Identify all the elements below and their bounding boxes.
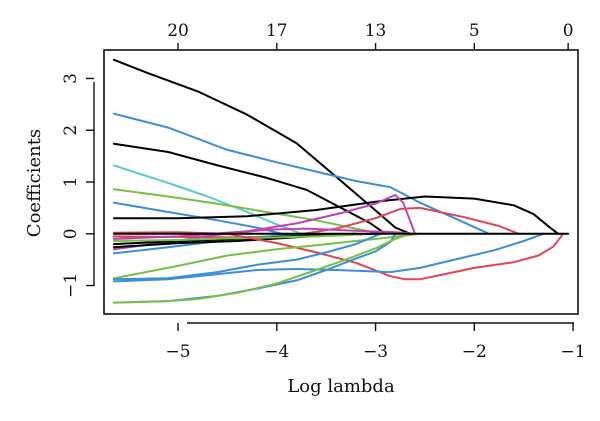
coefficient-path-1 — [112, 58, 412, 235]
coefficient-path-2 — [112, 112, 491, 235]
coefficient-path-15 — [112, 231, 565, 281]
top-axis-ticks: 20 17 13 5 0 — [167, 21, 574, 50]
coefficient-path-20 — [112, 232, 412, 304]
coefficient-path-14 — [112, 232, 367, 242]
coefficient-path-5 — [112, 188, 382, 235]
x-tick-label: −4 — [264, 342, 289, 362]
coefficient-path-16 — [112, 232, 545, 283]
top-tick-label: 0 — [563, 21, 574, 41]
top-tick-label: 5 — [469, 21, 480, 41]
top-tick-label: 13 — [365, 21, 387, 41]
x-axis-ticks: −5 −4 −3 −2 −1 — [166, 323, 586, 362]
coefficient-path-8 — [112, 206, 520, 239]
coefficient-path-18 — [112, 232, 382, 281]
x-tick-label: −1 — [561, 342, 586, 362]
series-lines — [112, 58, 570, 304]
x-tick-label: −5 — [166, 342, 191, 362]
y-tick-label: 0 — [61, 228, 81, 239]
top-tick-label: 17 — [266, 21, 288, 41]
y-tick-label: 2 — [61, 125, 81, 136]
x-axis-title: Log lambda — [287, 376, 395, 397]
plot-frame — [103, 49, 579, 315]
y-axis-ticks: 3 2 1 0 −1 — [61, 73, 94, 298]
y-tick-label: 3 — [61, 73, 81, 84]
y-axis-title: Coefficients — [24, 129, 45, 237]
y-tick-label: 1 — [61, 177, 81, 188]
x-tick-label: −3 — [363, 342, 388, 362]
y-tick-label: −1 — [61, 273, 81, 298]
coefficient-path-4 — [112, 164, 303, 235]
coefficient-path-3 — [112, 142, 387, 235]
coefficient-path-17 — [112, 232, 421, 280]
x-tick-label: −2 — [462, 342, 487, 362]
top-tick-label: 20 — [167, 21, 189, 41]
coefficient-path-7 — [112, 195, 560, 235]
